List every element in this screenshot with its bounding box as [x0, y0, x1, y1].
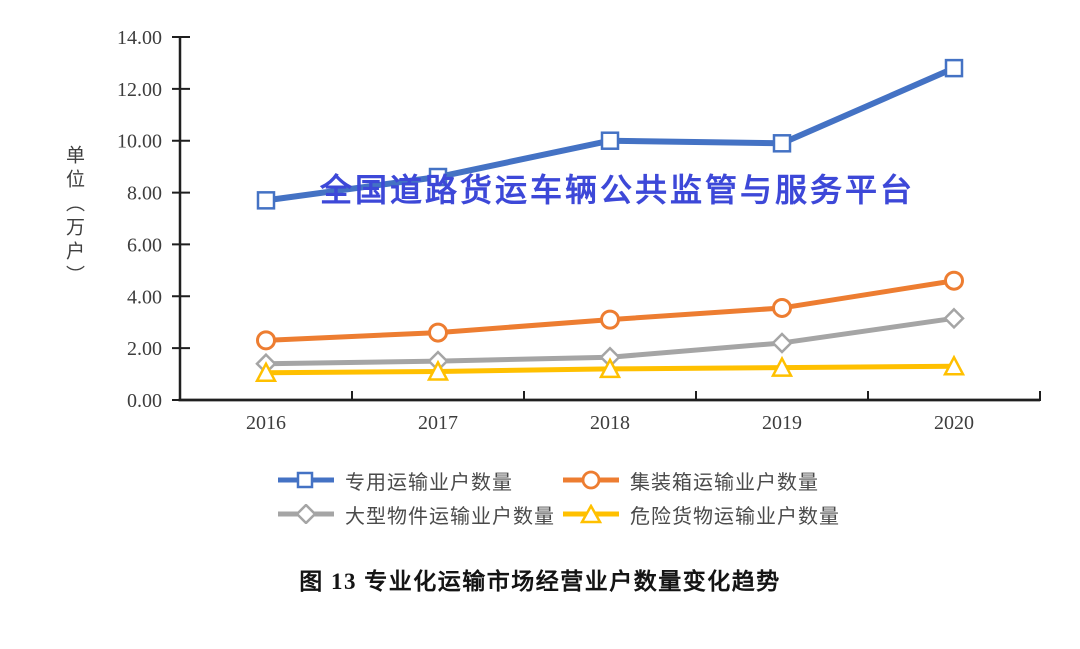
data-point-circle [600, 309, 620, 330]
legend-marker-triangle-icon [563, 504, 619, 524]
y-tick-label: 12.00 [117, 79, 162, 101]
y-tick-label: 8.00 [127, 183, 162, 205]
data-point-square [772, 134, 792, 153]
legend-label-container-transport: 集装箱运输业户数量 [630, 471, 819, 494]
legend-marker-square-icon [278, 471, 334, 489]
legend-label-dangerous-goods-transport: 危险货物运输业户数量 [630, 505, 840, 528]
y-tick-label: 6.00 [127, 234, 162, 256]
data-point-diamond [771, 332, 793, 354]
x-tick-label: 2020 [934, 412, 974, 434]
line-chart: 0.00 2.00 4.00 6.00 8.00 10.00 12.00 14.00 2016 2… [117, 27, 1041, 434]
data-point-circle [772, 297, 792, 318]
data-point-square [256, 191, 276, 210]
data-point-square [944, 58, 964, 78]
legend-label-special-transport: 专用运输业户数量 [345, 471, 513, 494]
y-axis-title: 单位（万户） [63, 145, 84, 289]
x-tick-label: 2017 [418, 412, 458, 434]
legend-entry-container-transport: 集装箱运输业户数量 [562, 466, 819, 495]
data-point-square [428, 167, 448, 187]
data-point-triangle [942, 354, 966, 376]
data-point-square [600, 131, 620, 150]
data-point-triangle [770, 355, 794, 377]
legend-marker-diamond-icon [278, 504, 334, 524]
legend-entry-special-transport: 专用运输业户数量 [277, 466, 562, 495]
data-point-triangle [426, 359, 450, 381]
data-point-circle [428, 322, 448, 343]
y-tick-label: 0.00 [127, 390, 162, 412]
legend-marker-circle-icon [563, 470, 619, 490]
data-point-circle [944, 270, 964, 291]
legend-row-1: 专用运输业户数量 集装箱运输业户数量 [277, 463, 840, 497]
data-point-triangle [254, 361, 278, 383]
y-tick-label: 14.00 [117, 27, 162, 49]
y-tick-label: 4.00 [127, 286, 162, 308]
watermark-text: 全国道路货运车辆公共监管与服务平台 [320, 172, 916, 208]
chart-legend: 专用运输业户数量 集装箱运输业户数量 大型物件运输业户数量 [277, 463, 840, 531]
legend-entry-large-object-transport: 大型物件运输业户数量 [277, 500, 562, 529]
legend-label-large-object-transport: 大型物件运输业户数量 [345, 505, 555, 528]
y-tick-label: 2.00 [127, 338, 162, 360]
x-tick-label: 2019 [762, 412, 802, 434]
data-point-circle [256, 330, 276, 351]
y-tick-label: 10.00 [117, 131, 162, 153]
legend-row-2: 大型物件运输业户数量 危险货物运输业户数量 [277, 497, 840, 531]
x-tick-label: 2016 [246, 412, 286, 434]
legend-entry-dangerous-goods-transport: 危险货物运输业户数量 [562, 500, 840, 529]
data-point-triangle [598, 357, 622, 379]
data-point-diamond [943, 307, 965, 330]
figure-caption: 图 13 专业化运输市场经营业户数量变化趋势 [299, 569, 781, 594]
x-tick-label: 2018 [590, 412, 630, 434]
